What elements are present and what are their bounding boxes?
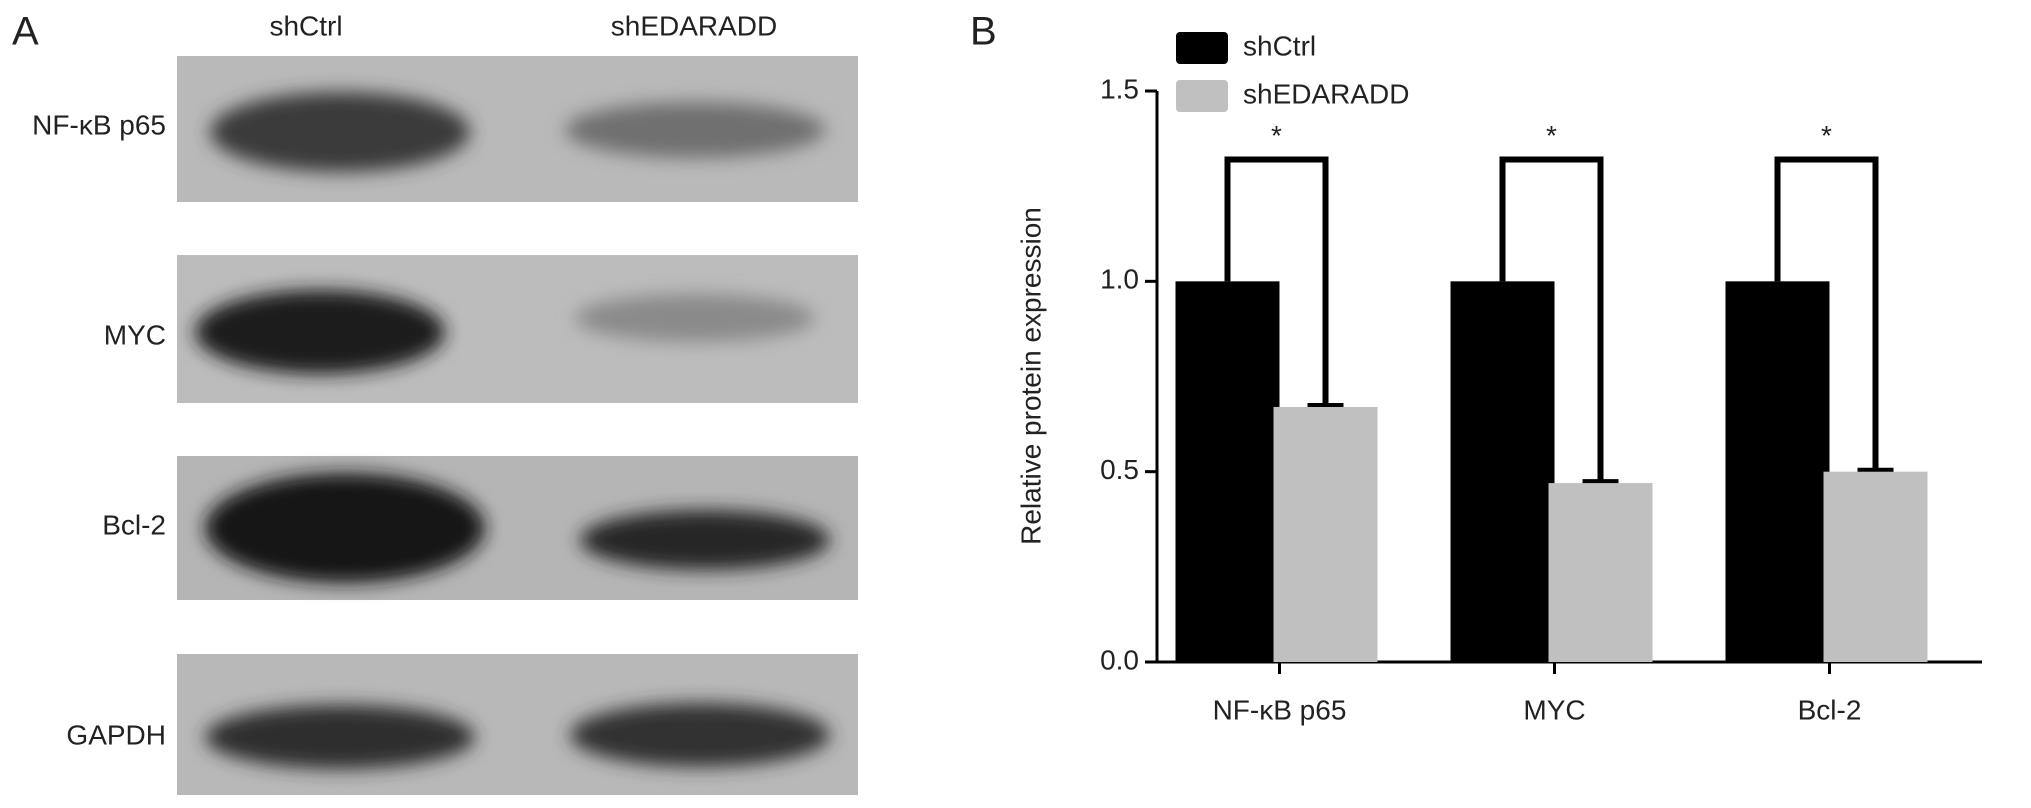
bar <box>1548 483 1653 662</box>
blot-band <box>570 703 830 767</box>
bar <box>1273 406 1378 662</box>
legend-swatch <box>1176 80 1228 112</box>
panel-label: B <box>970 10 997 54</box>
legend-swatch <box>1176 32 1228 64</box>
column-label: shCtrl <box>269 10 342 41</box>
significance-bracket <box>1224 156 1329 406</box>
bar <box>1450 281 1555 662</box>
significance-bracket <box>1499 156 1604 482</box>
bar <box>1823 471 1928 662</box>
blot-band <box>580 510 830 570</box>
significance-bracket <box>1774 156 1879 470</box>
panel-label: A <box>12 10 39 54</box>
row-label: Bcl-2 <box>102 509 166 540</box>
blot-row: Bcl-2 <box>102 456 858 600</box>
legend-label: shCtrl <box>1243 30 1316 61</box>
blot-band <box>205 473 485 583</box>
bar <box>1725 281 1830 662</box>
row-label: MYC <box>104 319 166 350</box>
blot-band <box>195 290 445 374</box>
y-tick-label: 0.0 <box>1100 644 1139 675</box>
x-tick-label: NF-κB p65 <box>1213 694 1347 725</box>
y-tick-label: 0.5 <box>1100 454 1139 485</box>
blot-row: MYC <box>104 255 858 403</box>
x-tick-label: MYC <box>1523 694 1585 725</box>
row-label: NF-κB p65 <box>32 109 166 140</box>
significance-label: * <box>1546 120 1557 151</box>
y-tick-label: 1.0 <box>1100 264 1139 295</box>
x-tick-label: Bcl-2 <box>1798 694 1862 725</box>
row-label: GAPDH <box>66 719 166 750</box>
y-axis-title: Relative protein expression <box>1015 207 1046 545</box>
bar <box>1175 281 1280 662</box>
blot-band <box>205 705 475 769</box>
column-label: shEDARADD <box>611 10 777 41</box>
blot-row: NF-κB p65 <box>32 56 858 202</box>
significance-label: * <box>1821 120 1832 151</box>
y-tick-label: 1.5 <box>1100 73 1139 104</box>
blot-band <box>565 102 825 158</box>
legend-label: shEDARADD <box>1243 78 1409 109</box>
significance-label: * <box>1271 120 1282 151</box>
blot-band <box>575 294 815 342</box>
blot-row: GAPDH <box>66 654 858 795</box>
blot-band <box>210 92 470 172</box>
